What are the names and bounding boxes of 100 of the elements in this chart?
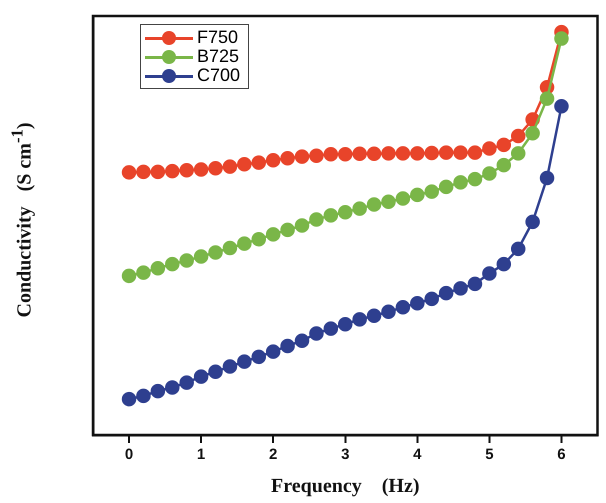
point [324,321,338,336]
point [280,222,295,238]
point [122,392,136,406]
point [410,146,425,161]
legend-label: B725 [197,46,240,67]
point [424,292,439,306]
x-tick-label: 5 [485,446,494,464]
point [540,170,554,186]
point [396,300,410,315]
point [179,375,194,390]
point [468,276,482,292]
x-axis-title: Frequency (Hz) [271,475,420,498]
x-tick-label: 4 [413,446,422,464]
point [438,286,454,300]
point [252,350,266,364]
point [150,384,166,398]
point [266,227,280,242]
point [554,98,569,114]
point [252,232,266,246]
point [510,128,526,144]
point [366,197,382,212]
point [453,175,468,190]
point [136,388,151,404]
point [237,236,252,251]
point [252,155,266,170]
point [208,161,223,176]
point [309,148,324,164]
point [208,364,223,379]
point [396,191,410,206]
point [496,158,512,172]
point [510,146,526,161]
point [352,312,367,327]
point [194,162,208,177]
point [468,172,482,186]
point [280,338,295,354]
point [338,146,352,162]
point [179,163,194,178]
point [122,165,136,180]
point [338,204,352,220]
point [222,159,238,174]
point [525,126,540,140]
point [352,201,367,216]
point [309,212,324,227]
point [381,146,396,161]
point [222,240,238,256]
point [410,188,425,202]
point [496,256,512,272]
point [338,316,352,332]
point [150,260,166,276]
point [309,326,324,341]
point [165,380,180,395]
point [165,164,180,178]
point [208,245,223,260]
point [294,333,310,348]
point [496,138,512,152]
point [294,218,310,233]
point [554,31,569,46]
point [266,344,280,359]
point [122,268,136,284]
point [381,304,396,319]
legend-label: F750 [197,27,238,48]
point [438,180,454,194]
legend-label: C700 [197,65,240,86]
x-tick-label: 6 [557,446,566,464]
point [179,253,194,268]
x-tick-label: 2 [269,446,278,464]
point [540,91,554,106]
point [424,184,439,199]
point [150,164,166,180]
point [194,249,208,264]
point [194,369,208,384]
point [352,146,367,162]
x-tick-label: 0 [124,446,134,464]
point [237,157,252,172]
point [510,242,526,256]
point [396,146,410,161]
x-tick-label: 3 [341,446,350,464]
point [237,354,252,369]
point [136,265,151,280]
point [165,256,180,272]
point [525,214,540,230]
point [438,145,454,160]
point [294,149,310,164]
point [366,308,382,323]
point [482,141,497,156]
point [280,150,295,166]
point [266,152,280,168]
point [410,296,425,311]
x-tick-label: 1 [196,446,206,464]
point [453,281,468,296]
point [324,146,338,162]
point [136,164,151,180]
point [424,146,439,160]
point [366,146,382,162]
point [324,208,338,223]
point [453,145,468,160]
point [468,145,482,160]
point [381,194,396,209]
point [482,266,497,281]
point [482,166,497,181]
